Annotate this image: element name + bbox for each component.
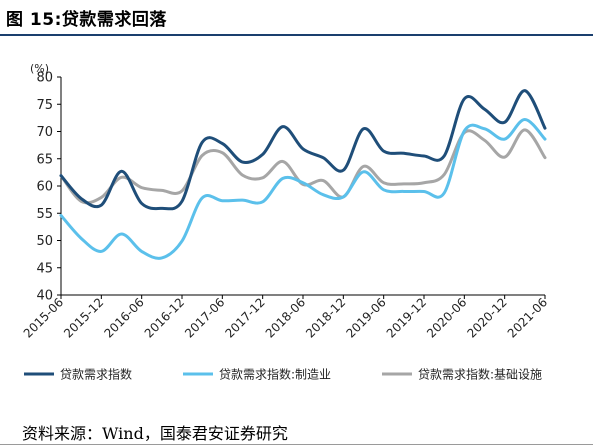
bottom-divider: [0, 444, 593, 445]
legend-label-3: 贷款需求指数:基础设施: [418, 367, 542, 382]
source-note: 资料来源：Wind，国泰君安证券研究: [22, 424, 288, 443]
x-tick-label: 2018-06: [263, 295, 308, 340]
y-tick-label: 45: [36, 261, 53, 276]
y-tick-label: 40: [36, 289, 53, 304]
x-tick-label: 2016-12: [142, 295, 187, 340]
y-tick-label: 75: [36, 98, 53, 113]
x-tick-label: 2019-12: [384, 295, 429, 340]
y-tick-label: 80: [36, 71, 53, 86]
y-unit-label: (%): [30, 62, 49, 75]
series-line-1: [59, 89, 547, 211]
x-tick-label: 2015-12: [61, 295, 106, 340]
x-tick-label: 2017-06: [182, 295, 227, 340]
series-lines: [59, 89, 547, 260]
figure-title: 图 15:贷款需求回落: [6, 10, 167, 30]
title-divider: [0, 34, 593, 36]
y-tick-label: 55: [36, 207, 53, 222]
line-chart: (%) 40 45 50 55 60 65 70 75 80 2015-062015-12201…: [21, 62, 550, 382]
figure-header: 图 15:贷款需求回落: [0, 0, 593, 36]
x-tick-label: 2020-12: [464, 295, 509, 340]
x-tick-label: 2016-06: [101, 295, 146, 340]
legend-label-2: 贷款需求指数:制造业: [219, 367, 331, 382]
y-tick-label: 65: [36, 152, 53, 167]
x-tick-label: 2018-12: [303, 295, 348, 340]
y-tick-label: 50: [36, 234, 53, 249]
x-tick-label: 2017-12: [222, 295, 267, 340]
y-tick-label: 60: [36, 180, 53, 195]
y-axis-ticks: 40 45 50 55 60 65 70 75 80: [36, 71, 61, 304]
y-tick-label: 70: [36, 125, 53, 140]
x-axis-ticks: 2015-062015-122016-062016-122017-062017-…: [21, 295, 550, 341]
legend-label-1: 贷款需求指数: [60, 367, 132, 382]
x-tick-label: 2021-06: [505, 295, 550, 340]
chart-legend: 贷款需求指数 贷款需求指数:制造业 贷款需求指数:基础设施: [24, 367, 542, 382]
x-tick-label: 2020-06: [424, 295, 469, 340]
x-tick-label: 2019-06: [343, 295, 388, 340]
series-line-2: [59, 118, 547, 260]
